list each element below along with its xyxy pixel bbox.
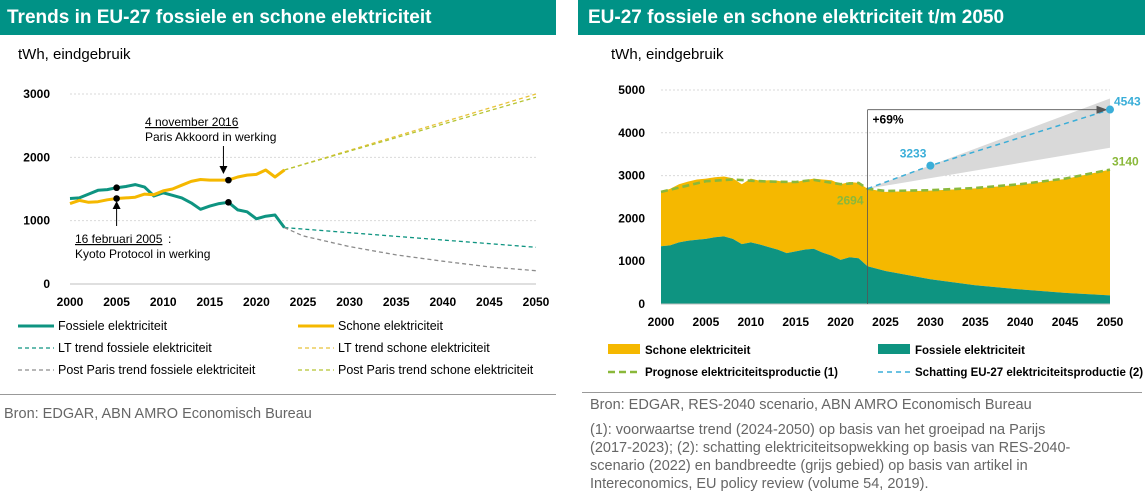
label-2694: 2694 (837, 194, 864, 208)
left-chart-panel: Trends in EU-27 fossiele en schone elekt… (0, 0, 556, 502)
x-tick-label: 2015 (782, 315, 809, 329)
label-4543: 4543 (1114, 95, 1141, 109)
growth-label: +69% (873, 113, 904, 127)
x-tick-label: 2035 (962, 315, 989, 329)
legend-label: Schatting EU-27 elektriciteitsproductie … (915, 367, 1143, 379)
x-tick-label: 2030 (917, 315, 944, 329)
left-source: Bron: EDGAR, ABN AMRO Economisch Bureau (4, 406, 312, 422)
post-paris-clean-line (284, 96, 537, 171)
right-chart-panel: EU-27 fossiele en schone elektriciteit t… (578, 0, 1146, 502)
x-tick-label: 2000 (648, 315, 675, 329)
x-tick-label: 2025 (872, 315, 899, 329)
x-tick-label: 2050 (1097, 315, 1124, 329)
lt-trend-fossil-line (284, 226, 537, 248)
y-tick-label: 3000 (618, 169, 645, 183)
left-chart-plot: 0 1000 2000 3000 2000 2005 2010 2015 2020 2025 203… (18, 87, 550, 377)
x-tick-label: 2000 (57, 295, 84, 309)
paris-annotation-colon: : (223, 115, 226, 129)
right-footnote-line: scenario (2022) en bandbreedte (grijs ge… (590, 458, 1028, 474)
right-chart-title: EU-27 fossiele en schone elektriciteit t… (578, 0, 1145, 35)
y-tick-label: 1000 (618, 254, 645, 268)
right-chart-unit: tWh, eindgebruik (611, 46, 724, 63)
x-tick-label: 2045 (1052, 315, 1079, 329)
x-tick-label: 2010 (150, 295, 177, 309)
right-footnote-line: Intereconomics, EU policy review (volume… (590, 476, 929, 492)
clean-line (69, 168, 286, 206)
kyoto-clean-dot (113, 195, 120, 202)
x-tick-label: 2040 (1007, 315, 1034, 329)
paris-annotation-text: Paris Akkoord in werking (145, 130, 276, 144)
lt-trend-clean-line (284, 93, 537, 171)
legend-label: Post Paris trend schone elektriciteit (338, 363, 534, 377)
x-tick-label: 2050 (523, 295, 550, 309)
y-tick-label: 2000 (23, 150, 50, 164)
x-tick-label: 2010 (737, 315, 764, 329)
legend-label: Schone elektriciteit (338, 319, 443, 333)
fossil-area (661, 236, 1110, 304)
y-tick-label: 3000 (23, 87, 50, 101)
right-source: Bron: EDGAR, RES-2040 scenario, ABN AMRO… (590, 397, 1032, 413)
x-tick-label: 2020 (243, 295, 270, 309)
label-3233: 3233 (900, 147, 927, 161)
x-tick-label: 2005 (693, 315, 720, 329)
kyoto-annotation-text: Kyoto Protocol in werking (75, 247, 210, 261)
y-tick-label: 5000 (618, 83, 645, 97)
post-paris-fossil-line (284, 227, 537, 272)
x-tick-label: 2030 (336, 295, 363, 309)
fossil-legend-swatch (878, 344, 910, 354)
x-tick-label: 2025 (290, 295, 317, 309)
x-tick-label: 2040 (429, 295, 456, 309)
y-tick-label: 0 (43, 277, 50, 291)
x-tick-label: 2005 (103, 295, 130, 309)
legend-label: LT trend fossiele elektriciteit (58, 341, 212, 355)
kyoto-arrow-head (112, 201, 121, 209)
paris-fossil-dot (225, 199, 232, 206)
fossil-line (69, 183, 286, 229)
y-tick-label: 0 (638, 297, 645, 311)
label-3140: 3140 (1112, 155, 1139, 169)
x-tick-label: 2015 (196, 295, 223, 309)
legend-label: Fossiele elektriciteit (58, 319, 168, 333)
right-footnote-line: (2017-2023); (2): schatting elektricitei… (590, 440, 1071, 456)
prognose-line (660, 168, 1111, 194)
y-tick-label: 1000 (23, 214, 50, 228)
clean-legend-swatch (608, 344, 640, 354)
clean-area (661, 169, 1110, 296)
legend-label: Fossiele elektriciteit (915, 345, 1025, 357)
estimate-2050-dot (1106, 105, 1114, 114)
kyoto-fossil-dot (113, 184, 120, 192)
right-footnote: (1): voorwaartse trend (2024-2050) op ba… (590, 421, 1070, 493)
left-chart-title: Trends in EU-27 fossiele en schone elekt… (0, 0, 556, 35)
right-separator (582, 392, 1142, 393)
left-separator (0, 394, 556, 395)
paris-clean-dot (225, 176, 232, 184)
left-chart-unit: tWh, eindgebruik (18, 46, 131, 63)
right-chart-plot: 0 1000 2000 3000 4000 5000 2000 2005 2010 2015 202… (608, 83, 1143, 379)
y-tick-label: 2000 (618, 211, 645, 225)
paris-annotation-date: 4 november 2016 (145, 115, 239, 129)
marker-arrow-head (1096, 105, 1108, 114)
legend-label: LT trend schone elektriciteit (338, 341, 490, 355)
y-tick-label: 4000 (618, 126, 645, 140)
legend-label: Prognose elektriciteitsproductie (1) (645, 367, 838, 379)
estimate-2030-dot (926, 161, 935, 170)
x-tick-label: 2020 (827, 315, 854, 329)
x-tick-label: 2035 (383, 295, 410, 309)
legend-label: Schone elektriciteit (645, 345, 751, 357)
legend-label: Post Paris trend fossiele elektriciteit (58, 363, 256, 377)
kyoto-annotation-colon: : (168, 232, 171, 246)
right-footnote-line: (1): voorwaartse trend (2024-2050) op ba… (590, 422, 1046, 438)
kyoto-annotation-date: 16 februari 2005 (75, 232, 163, 246)
x-tick-label: 2045 (476, 295, 503, 309)
paris-arrow-head (219, 166, 228, 174)
